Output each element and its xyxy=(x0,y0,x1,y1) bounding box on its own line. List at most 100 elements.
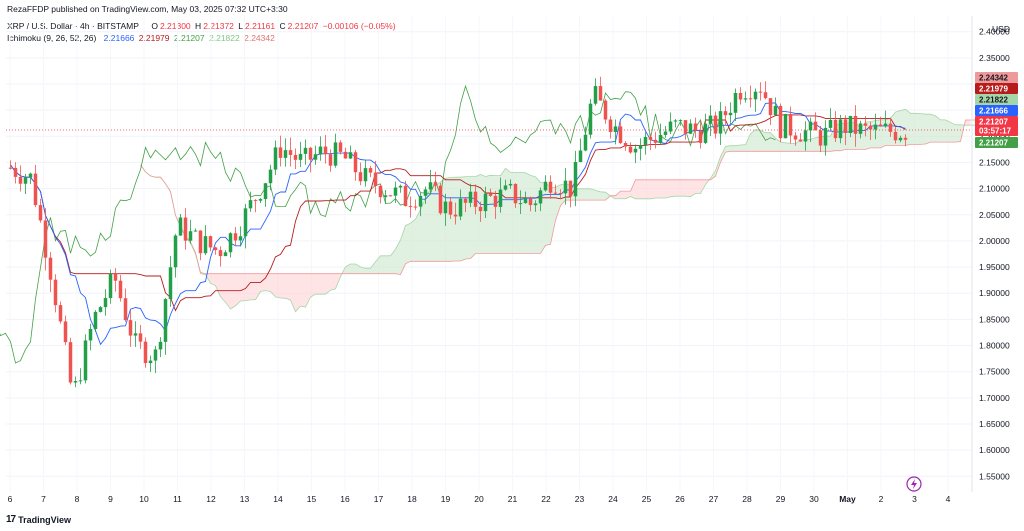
cloud-segment xyxy=(270,273,276,297)
x-tick-label: 20 xyxy=(474,494,484,504)
cloud-segment xyxy=(715,156,721,177)
x-tick-label: 19 xyxy=(441,494,451,504)
price-badge-bg xyxy=(975,72,1018,83)
candle-body xyxy=(618,126,623,144)
cloud-segment xyxy=(210,273,216,286)
indicator-value-kijun: 2.21979 xyxy=(138,33,170,43)
cloud-segment xyxy=(590,188,596,201)
cloud-segment xyxy=(635,179,641,199)
price-badge-bg xyxy=(975,105,1018,116)
y-tick-label: 1.95000 xyxy=(979,262,1010,272)
cloud-segment xyxy=(245,273,251,301)
cloud-segment xyxy=(295,273,301,312)
cloud-segment xyxy=(925,114,931,144)
candle-body xyxy=(383,195,388,198)
candle-body xyxy=(223,252,228,257)
candle-body xyxy=(673,120,678,122)
candle-body xyxy=(88,328,93,341)
candle-body xyxy=(708,115,713,124)
candle-body xyxy=(628,146,633,153)
cloud-segment xyxy=(915,113,921,145)
change-value: −0.00106 (−0.05%) xyxy=(322,21,396,31)
symbol-line: XRP / U.S. Dollar · 4h · BITSTAMP O 2.213… xyxy=(7,21,398,31)
indicator-value-spanA: 2.21822 xyxy=(209,33,240,43)
candle-body xyxy=(478,206,483,212)
candle-body xyxy=(473,191,478,207)
cloud-segment xyxy=(745,133,751,152)
candle-body xyxy=(653,139,658,143)
x-tick-label: 22 xyxy=(541,494,551,504)
cloud-segment xyxy=(330,273,336,291)
candle-body xyxy=(248,200,253,209)
candle-body xyxy=(143,341,148,364)
candle-body xyxy=(43,220,48,258)
candle-body xyxy=(873,124,878,130)
cloud-segment xyxy=(805,139,811,152)
candle-body xyxy=(558,193,563,195)
candle-body xyxy=(208,236,213,248)
candle-body xyxy=(323,146,328,155)
indicator-value-chikou: 2.21207 xyxy=(173,33,205,43)
candle-body xyxy=(403,185,408,207)
cloud-segment xyxy=(930,114,936,143)
candle-body xyxy=(268,169,273,184)
candle-body xyxy=(503,185,508,190)
cloud-segment xyxy=(260,273,266,292)
lightning-icon[interactable] xyxy=(906,476,922,492)
candle-body xyxy=(698,130,703,143)
x-tick-label: 15 xyxy=(307,494,317,504)
high-value: 2.21372 xyxy=(203,21,234,31)
cloud-segment xyxy=(495,175,501,254)
indicator-value-spanB: 2.24342 xyxy=(244,33,275,43)
cloud-segment xyxy=(755,129,761,152)
x-tick-label: 17 xyxy=(374,494,384,504)
footer-brand[interactable]: 17 TradingView xyxy=(6,514,71,525)
candle-body xyxy=(533,203,538,206)
candle-body xyxy=(733,93,738,113)
candle-body xyxy=(78,380,83,382)
candle-body xyxy=(168,267,173,300)
candle-body xyxy=(683,120,688,134)
indicator-line: Ichimoku (9, 26, 52, 26) 2.21666 2.21979… xyxy=(7,33,277,43)
senkou-span-b-line xyxy=(140,119,981,276)
candle-body xyxy=(303,147,308,154)
x-tick-label: 23 xyxy=(575,494,585,504)
cloud-segment xyxy=(265,273,271,292)
indicator-value-tenkan: 2.21666 xyxy=(103,33,135,43)
cloud-segment xyxy=(280,273,286,299)
cloud-segment xyxy=(250,273,256,300)
candle-body xyxy=(193,230,198,232)
cloud-segment xyxy=(535,176,541,254)
cloud-segment xyxy=(530,175,536,254)
price-badge: 2.21979 xyxy=(975,83,1018,94)
kijun-sen-line xyxy=(10,114,906,312)
cloud-segment xyxy=(665,179,671,199)
price-badge-bg xyxy=(975,116,1018,127)
candle-body xyxy=(153,349,158,361)
candle-body xyxy=(893,131,898,141)
cloud-segment xyxy=(790,143,796,152)
candle-body xyxy=(188,231,193,241)
x-tick-label: 7 xyxy=(41,494,46,504)
open-label: O xyxy=(151,21,158,31)
y-tick-label: 2.00000 xyxy=(979,236,1010,246)
cloud-segment xyxy=(285,273,291,300)
candle-body xyxy=(33,173,38,206)
candle-body xyxy=(298,153,303,160)
candle-body xyxy=(658,134,663,143)
candle-body xyxy=(438,185,443,214)
candle-body xyxy=(313,154,318,160)
cloud-segment xyxy=(235,273,241,306)
cloud-segment xyxy=(415,209,421,262)
x-tick-label: 8 xyxy=(75,494,80,504)
cloud-segment xyxy=(940,119,946,143)
candle-body xyxy=(338,142,343,152)
x-tick-label: 24 xyxy=(608,494,618,504)
y-tick-label: 1.70000 xyxy=(979,393,1010,403)
cloud-segment xyxy=(785,142,791,152)
symbol-name[interactable]: XRP / U.S. Dollar · 4h · BITSTAMP xyxy=(7,21,139,31)
cloud-segment xyxy=(645,179,651,199)
indicator-name[interactable]: Ichimoku (9, 26, 52, 26) xyxy=(7,33,97,43)
candle-body xyxy=(238,236,243,241)
